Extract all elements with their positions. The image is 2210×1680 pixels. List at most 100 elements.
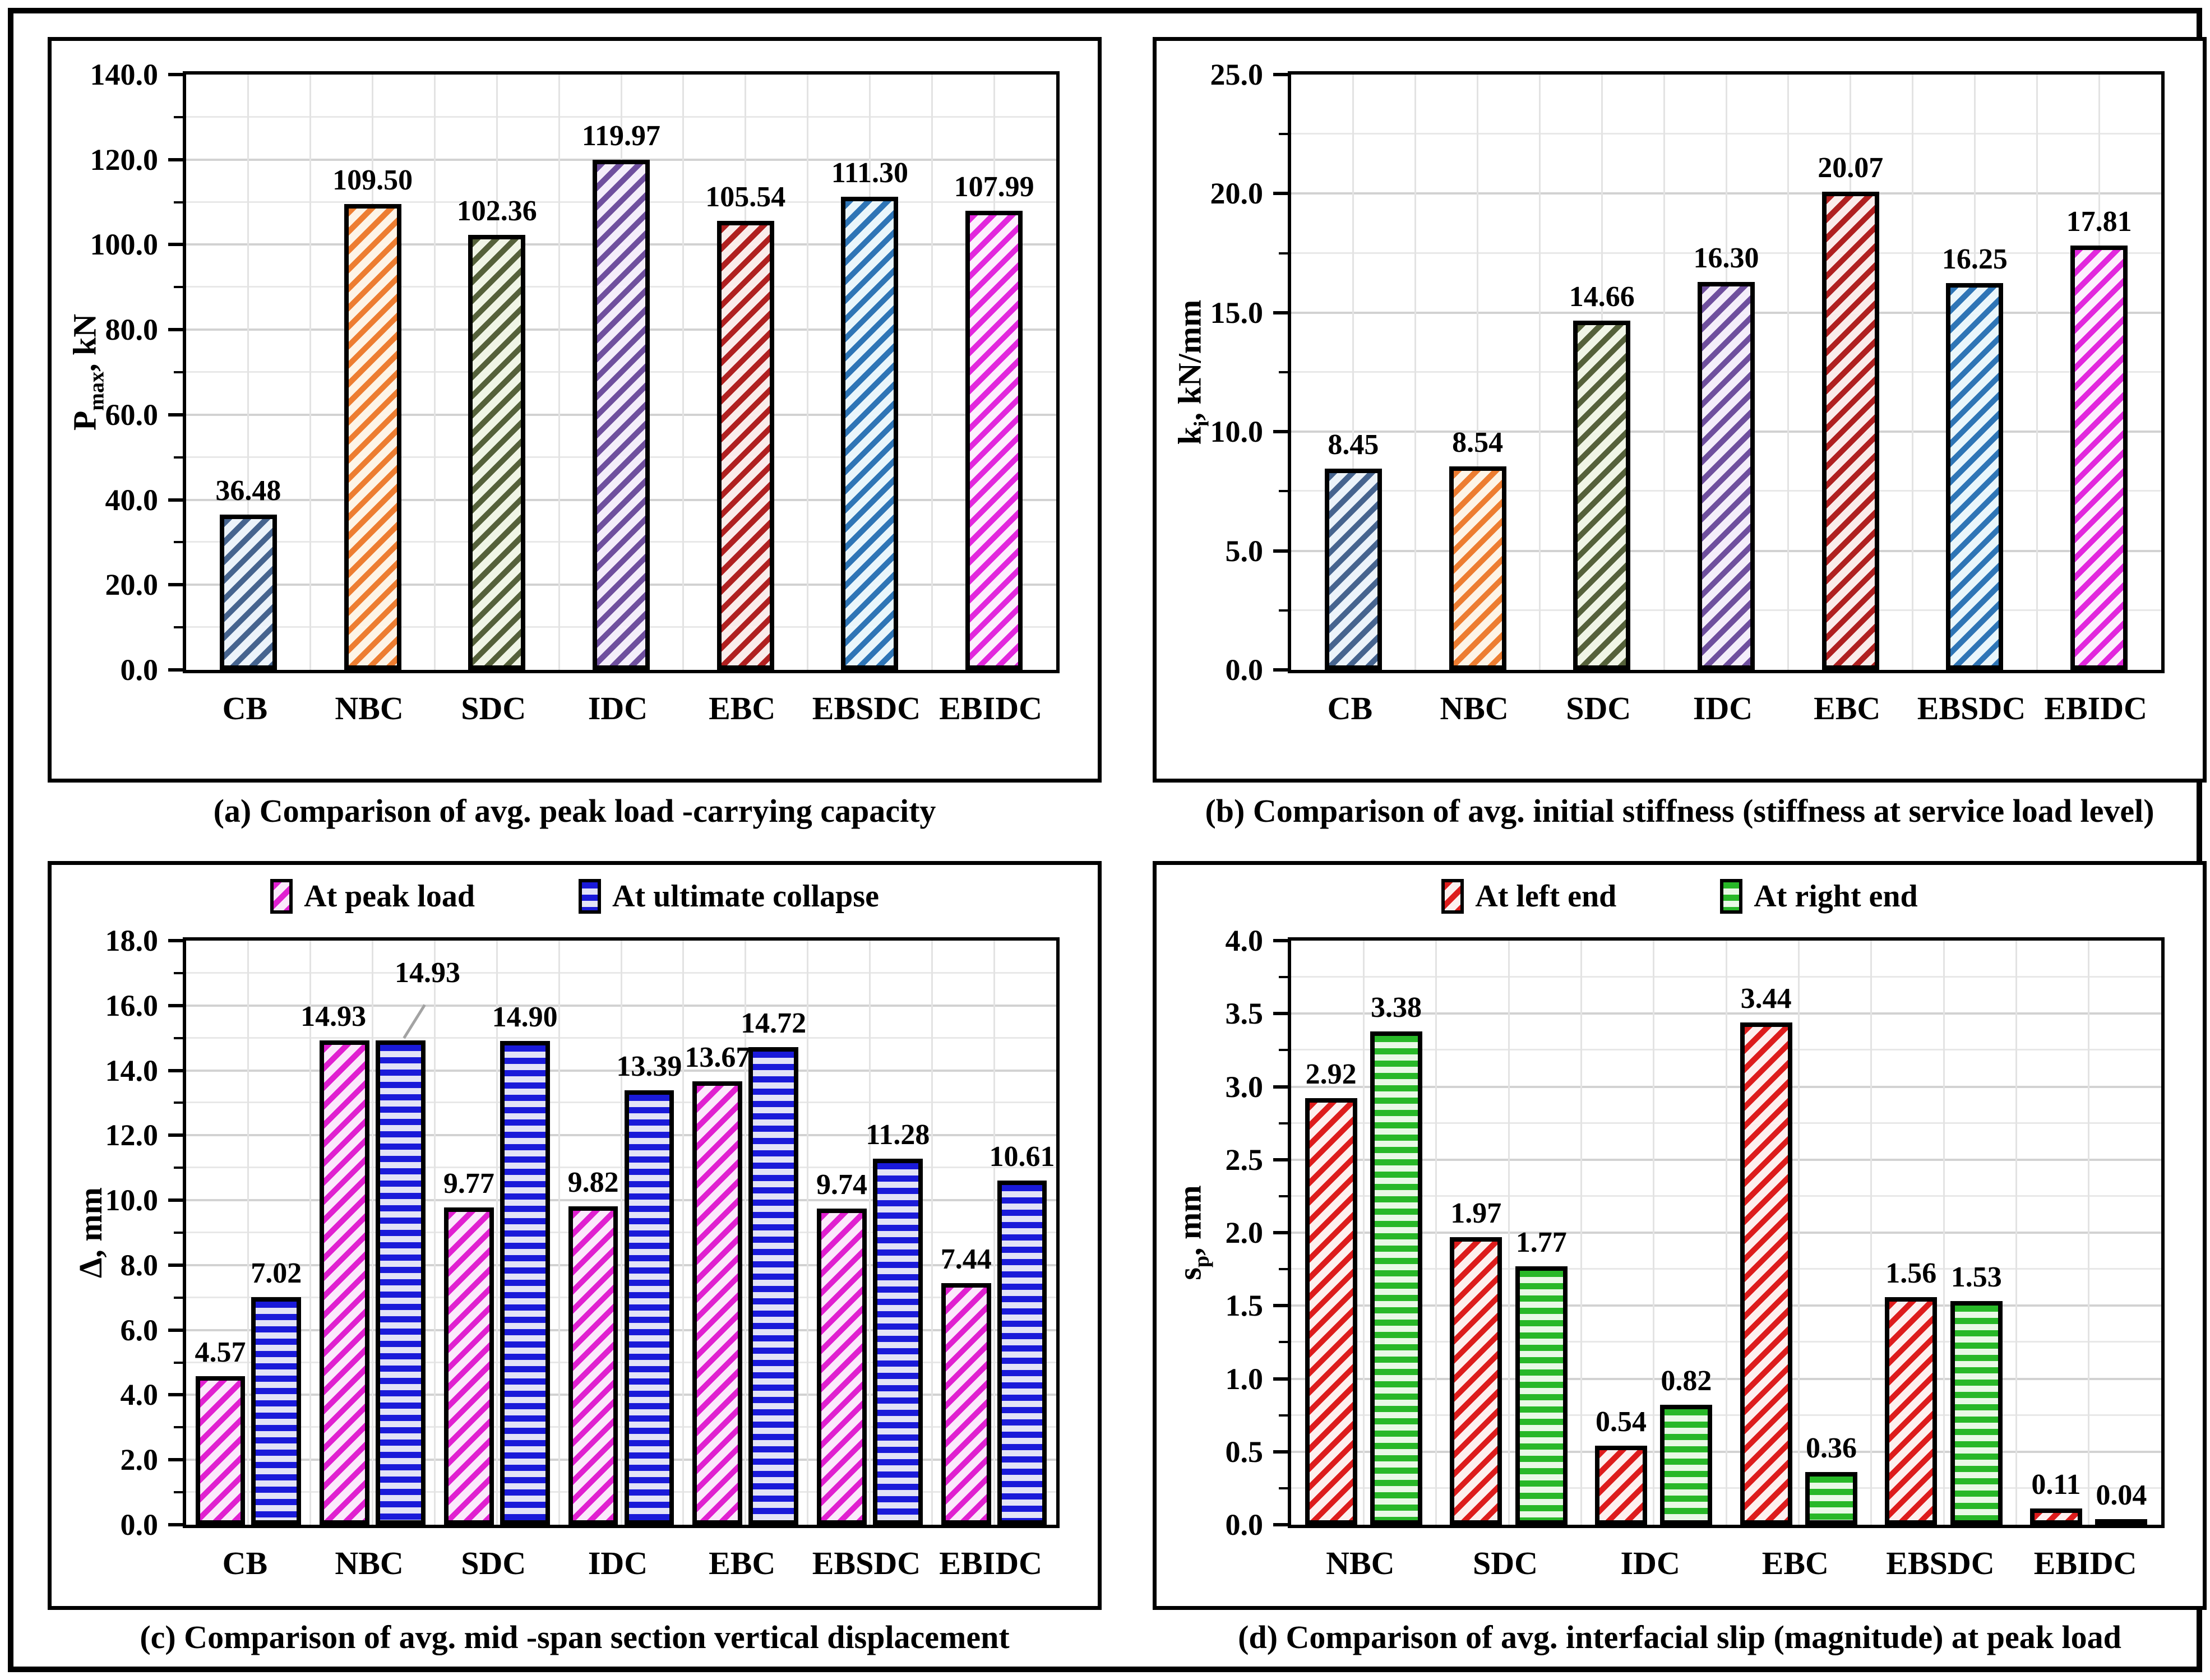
y-axis-minor-tick [174,286,183,289]
y-axis-tick-label: 12.0 [105,1118,159,1153]
x-axis-category-label: NBC [1326,1545,1395,1581]
y-axis-major-tick [1273,668,1288,672]
y-axis-major-tick [168,1458,183,1462]
gridline-vertical [931,941,933,1525]
bar-nbc-s0 [1305,1098,1357,1525]
gridline-vertical [433,941,436,1525]
bar-nbc-s0 [320,1040,369,1525]
y-axis-major-tick [168,939,183,942]
y-axis-tick-label: 0.0 [1225,1508,1264,1542]
gridline-vertical [1508,941,1510,1525]
bar-value-label: 9.74 [816,1169,868,1201]
legend-item: At right end [1720,878,1918,914]
gridline-vertical [1787,75,1790,670]
bar-ebidc-s0 [2029,1508,2083,1525]
y-axis-minor-tick [174,541,183,544]
gridline-vertical [558,75,560,670]
bar-value-label: 7.02 [251,1257,302,1289]
gridline-vertical [372,941,374,1525]
y-axis-minor-tick [174,115,183,118]
gridline-vertical [2088,941,2090,1525]
y-axis-minor-tick [174,1426,183,1429]
y-axis-title: sp, mm [1171,1185,1214,1280]
bar-value-label: 14.66 [1569,281,1635,313]
bar-value-label: 9.82 [567,1166,619,1198]
bar-value-label: 11.28 [866,1119,930,1151]
y-axis-tick-label: 15.0 [1210,295,1264,330]
y-axis-major-tick [168,1003,183,1007]
bar-value-label: 9.77 [443,1168,494,1200]
gridline-vertical [1943,941,1945,1525]
y-axis-major-tick [168,1068,183,1072]
gridline-vertical [682,941,685,1525]
y-axis-major-tick [168,243,183,247]
x-axis-category-label: IDC [588,690,648,726]
bar-idc-s0 [568,1206,618,1525]
plot-area: 36.48 109.50 102.36 119.97 105.54 111.30 107.9… [183,71,1060,673]
bar-nbc-s0 [1449,466,1506,670]
caption-panel-d: (d) Comparison of avg. interfacial slip … [1238,1619,2121,1655]
bar-ebc-s0 [1740,1022,1792,1525]
bar-sdc-s0 [1573,321,1631,670]
y-axis-major-tick [1273,73,1288,76]
gridline-vertical [247,941,249,1525]
bar-value-label: 0.54 [1595,1406,1647,1438]
caption-panel-a: (a) Comparison of avg. peak load -carryi… [213,793,936,829]
x-axis-category-label: CB [222,690,268,726]
legend-item: At left end [1441,878,1616,914]
bar-value-label: 1.53 [1950,1261,2002,1294]
y-axis-tick-label: 80.0 [105,313,159,347]
gridline-vertical [1352,75,1354,670]
bar-value-label: 14.90 [492,1001,558,1034]
chart-legend: At left end At right end [1157,878,2203,914]
x-axis-category-label: IDC [1620,1545,1680,1581]
gridline-vertical [1414,75,1417,670]
gridline-vertical [993,941,995,1525]
gridline-vertical [1362,941,1365,1525]
bar-sdc-s1 [1515,1266,1568,1525]
y-axis-minor-tick [1279,1414,1288,1417]
x-axis-category-label: CB [222,1545,268,1581]
y-axis-major-tick [1273,430,1288,434]
y-axis-major-tick [168,1328,183,1332]
y-axis-minor-tick [174,1167,183,1169]
bar-sdc-s1 [500,1041,550,1525]
bar-cb-s0 [1324,469,1382,670]
y-axis-major-tick [1273,1450,1288,1454]
bar-value-label: 20.07 [1818,152,1884,184]
bar-value-label: 13.67 [685,1041,751,1073]
plot-area: 2.92 3.38 1.97 1.77 0.54 0.82 3.44 0.36 1.56 1.53… [1288,937,2165,1528]
bar-value-label: 119.97 [581,119,661,152]
y-axis-minor-tick [174,626,183,629]
y-axis-tick-label: 2.0 [120,1443,159,1477]
y-axis-minor-tick [1279,1122,1288,1124]
bar-ebidc-s0 [2070,246,2128,670]
bar-value-label: 4.57 [195,1336,246,1369]
gridline-vertical [1797,941,1800,1525]
y-axis-minor-tick [174,1491,183,1494]
y-axis-major-tick [1273,1012,1288,1016]
bar-ebidc-s0 [965,210,1023,670]
bar-idc-s0 [593,159,650,670]
bar-value-label: 0.04 [2096,1479,2147,1511]
bar-ebidc-s1 [997,1180,1047,1525]
x-axis-category-label: NBC [1440,690,1509,726]
bar-value-label: 8.45 [1328,429,1379,461]
caption-panel-b: (b) Comparison of avg. initial stiffness… [1205,793,2154,829]
y-axis-tick-label: 6.0 [120,1313,159,1347]
y-axis-minor-tick [1279,252,1288,254]
bar-cb-s0 [195,1376,246,1525]
bar-value-label: 7.44 [940,1243,992,1276]
bar-value-label: 107.99 [954,170,1034,203]
y-axis-tick-label: 20.0 [105,568,159,602]
bar-value-label: 1.97 [1450,1197,1502,1229]
gridline-vertical [309,75,312,670]
gridline-vertical [1653,941,1655,1525]
y-axis-tick-label: 1.0 [1225,1362,1264,1396]
legend-swatch-icon [270,879,293,914]
bar-sdc-s0 [444,1207,494,1525]
y-axis-tick-label: 10.0 [105,1183,159,1218]
gridline-vertical [496,941,498,1525]
bar-ebc-s0 [692,1081,743,1525]
gridline-vertical [807,75,809,670]
